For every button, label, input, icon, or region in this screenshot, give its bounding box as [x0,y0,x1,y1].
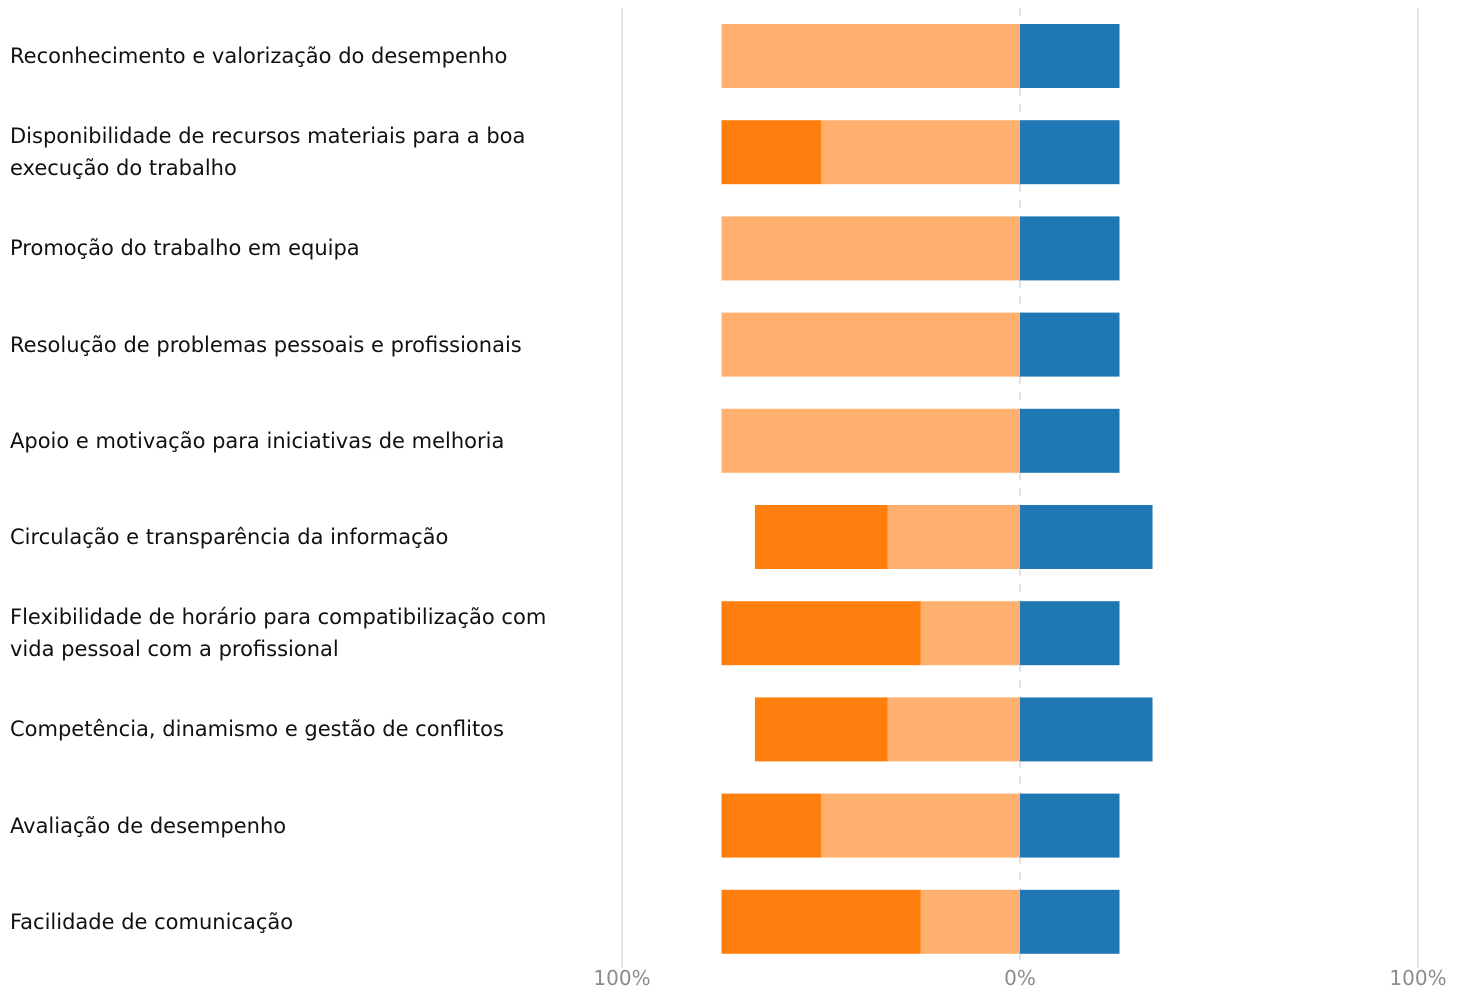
bar-segment-negative-2 [887,505,1020,569]
bar-segment-negative-1 [754,697,888,762]
category-label: Reconhecimento e valorização do desempen… [10,44,508,68]
bar-segment-positive [1020,793,1120,858]
category-label: Circulação e transparência da informação [10,525,449,549]
bar-segment-negative-2 [721,24,1020,88]
bar-segment-positive [1020,24,1120,88]
bar-segment-negative-1 [721,601,921,666]
bar-segment-positive [1020,120,1120,185]
category-label: Facilidade de comunicação [10,909,294,934]
bar-segment-negative-1 [721,120,821,185]
bar-segment-negative-2 [887,697,1020,762]
bar-segment-positive [1020,312,1120,377]
bar-segment-positive [1020,601,1120,666]
category-label: Disponibilidade de recursos materiais pa… [10,124,526,181]
bar-segment-positive [1020,697,1153,762]
bar-segment-negative-2 [721,408,1020,473]
category-label: Apoio e motivação para iniciativas de me… [10,428,505,453]
bar-segment-positive [1020,216,1120,281]
bar-segment-positive [1020,408,1120,473]
bar-segment-positive [1020,889,1120,954]
bar-segment-negative-2 [920,889,1020,954]
bar-segment-negative-1 [721,889,921,954]
tick-label-center: 0% [1004,966,1036,990]
tick-label-left: 100% [593,966,651,990]
bar-segment-negative-2 [920,601,1020,666]
category-label: Avaliação de desempenho [10,813,287,838]
bar-segment-positive [1020,505,1153,569]
category-label: Resolução de problemas pessoais e profis… [10,332,522,357]
bar-segment-negative-1 [754,505,888,569]
bar-segment-negative-2 [821,120,1020,185]
category-label: Promoção do trabalho em equipa [10,236,360,261]
bar-segment-negative-1 [721,793,821,858]
category-label: Competência, dinamismo e gestão de confl… [10,717,504,742]
bar-segment-negative-2 [721,216,1020,281]
bar-segment-negative-2 [821,793,1020,858]
category-label: Flexibilidade de horário para compatibil… [10,605,547,662]
bar-segment-negative-2 [721,312,1020,377]
tick-label-right: 100% [1389,966,1447,990]
